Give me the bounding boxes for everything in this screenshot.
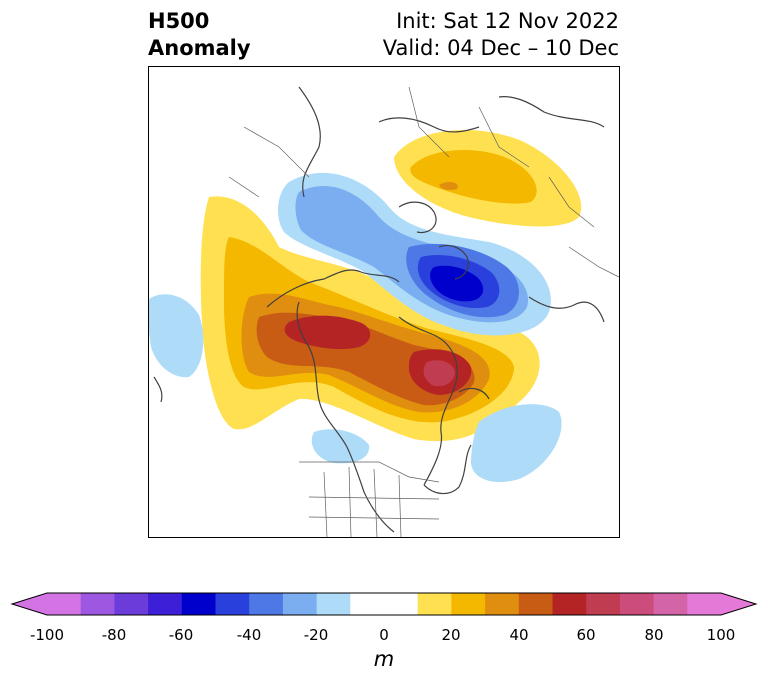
colorbar-swatch bbox=[47, 593, 82, 615]
colorbar-swatch bbox=[417, 593, 452, 615]
valid-time-label: Valid: 04 Dec – 10 Dec bbox=[382, 36, 619, 60]
colorbar-swatch bbox=[451, 593, 486, 615]
colorbar-swatch bbox=[114, 593, 149, 615]
colorbar-swatch bbox=[518, 593, 553, 615]
colorbar-swatch bbox=[350, 593, 385, 615]
anomaly-map bbox=[149, 86, 619, 537]
colorbar-swatch bbox=[653, 593, 688, 615]
colorbar-tick-label: -100 bbox=[29, 626, 65, 644]
anomaly-shading bbox=[149, 130, 582, 483]
colorbar-scale bbox=[10, 592, 758, 616]
colorbar-swatch bbox=[282, 593, 318, 615]
title-variable: H500 bbox=[148, 9, 210, 33]
coastlines bbox=[153, 86, 605, 533]
colorbar-swatch bbox=[181, 593, 216, 615]
political-borders bbox=[228, 86, 619, 537]
colorbar-swatch bbox=[249, 593, 284, 615]
colorbar-tick-label: 20 bbox=[441, 626, 461, 644]
colorbar-unit-label: m bbox=[373, 647, 395, 671]
colorbar-tick-label: 100 bbox=[706, 626, 736, 644]
colorbar-swatch bbox=[384, 593, 419, 615]
colorbar-swatch bbox=[619, 593, 655, 615]
colorbar-swatch bbox=[316, 593, 351, 615]
colorbar-extend-min bbox=[12, 593, 47, 615]
colorbar-swatch bbox=[80, 593, 115, 615]
title-left: H500 Anomaly bbox=[148, 8, 251, 62]
colorbar-tick-label: -20 bbox=[303, 626, 329, 644]
colorbar-swatch bbox=[552, 593, 587, 615]
colorbar-tick-label: -60 bbox=[168, 626, 194, 644]
colorbar-tick-label: 80 bbox=[644, 626, 664, 644]
colorbar-tick-label: 60 bbox=[576, 626, 596, 644]
colorbar-tick-label: 40 bbox=[509, 626, 529, 644]
colorbar bbox=[10, 590, 758, 630]
init-time-label: Init: Sat 12 Nov 2022 bbox=[396, 9, 619, 33]
colorbar-swatch bbox=[148, 593, 183, 615]
colorbar-swatch bbox=[215, 593, 250, 615]
colorbar-swatch bbox=[485, 593, 520, 615]
colorbar-swatch bbox=[586, 593, 621, 615]
colorbar-outline bbox=[10, 592, 758, 616]
colorbar-tick-label: -40 bbox=[236, 626, 262, 644]
colorbar-tick-label: 0 bbox=[379, 626, 389, 644]
colorbar-tick-label: -80 bbox=[101, 626, 127, 644]
title-right: Init: Sat 12 Nov 2022 Valid: 04 Dec – 10… bbox=[383, 8, 619, 62]
map-panel bbox=[148, 66, 620, 538]
colorbar-swatch bbox=[687, 593, 722, 615]
title-field: Anomaly bbox=[148, 36, 251, 60]
colorbar-extend-max bbox=[721, 593, 756, 615]
